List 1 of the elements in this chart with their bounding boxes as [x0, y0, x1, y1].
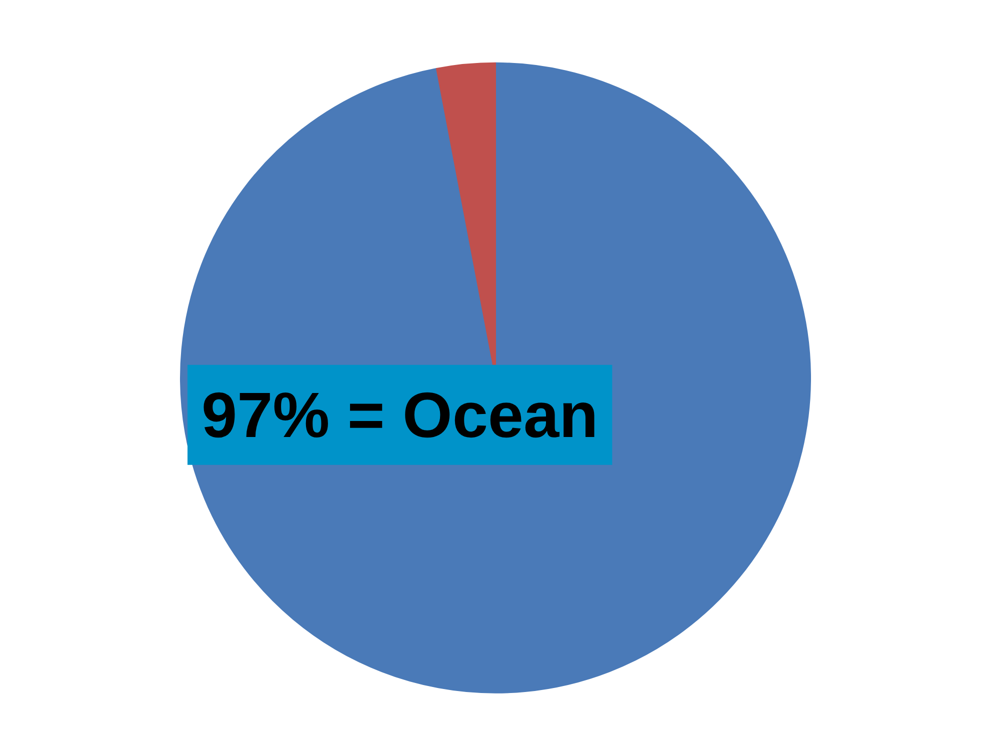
text: 97% = Ocean — [202, 378, 598, 451]
